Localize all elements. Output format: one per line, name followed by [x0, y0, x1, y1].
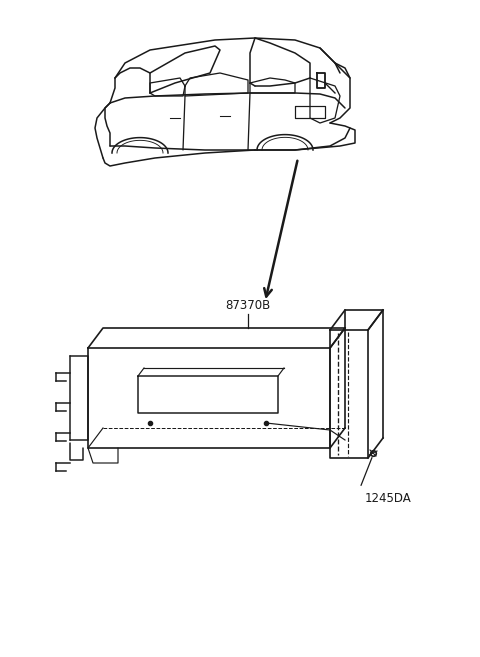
Text: 87370B: 87370B: [226, 299, 271, 312]
Text: 1245DA: 1245DA: [365, 492, 412, 505]
